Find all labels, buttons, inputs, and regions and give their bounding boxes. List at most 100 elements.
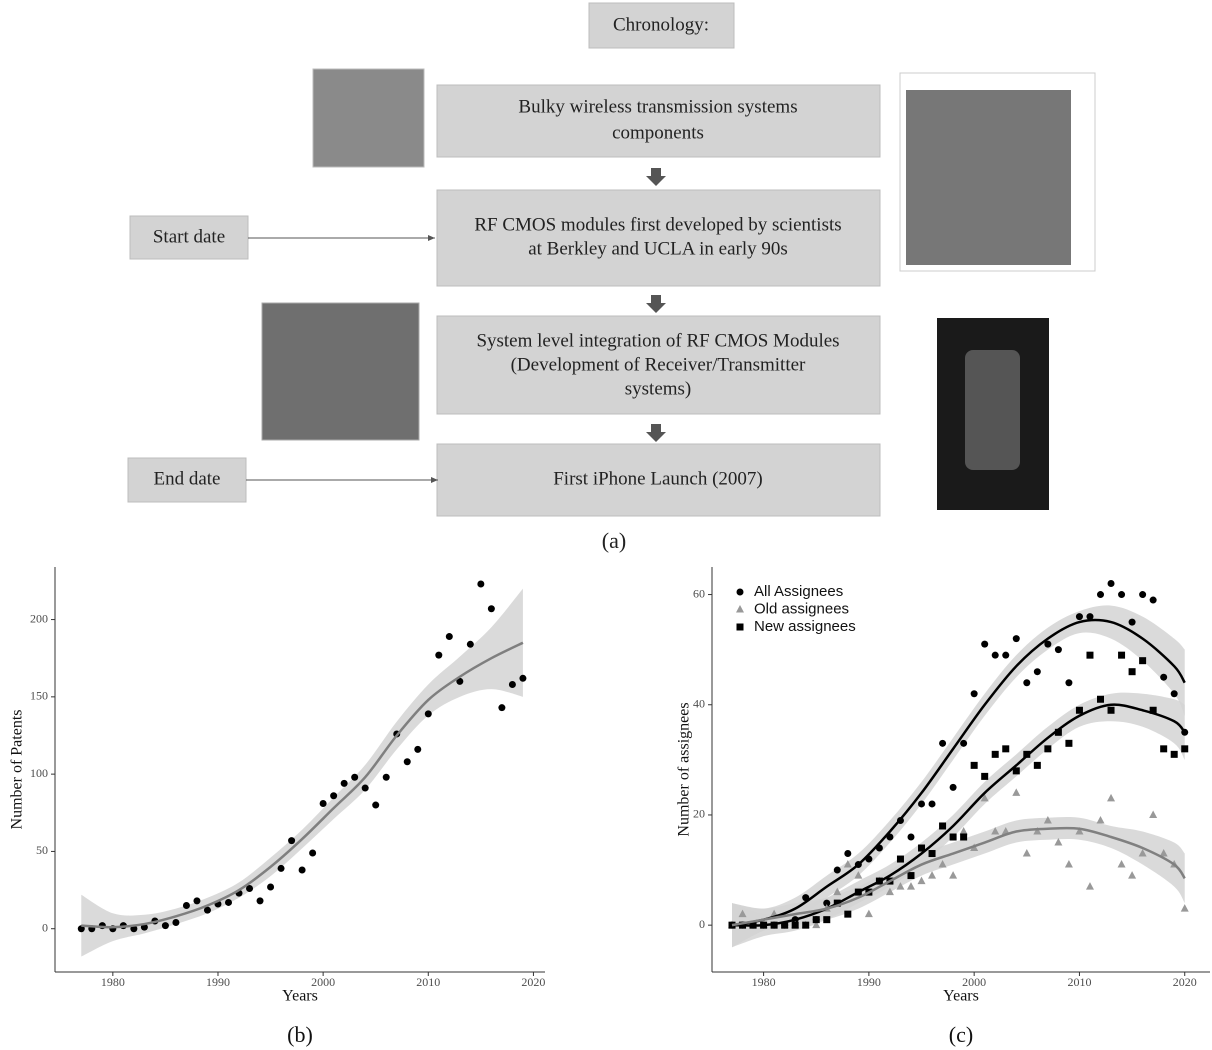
point: [813, 916, 820, 923]
point: [1044, 745, 1051, 752]
point: [844, 911, 851, 918]
figure: Chronology: Bulky wireless transmission …: [0, 0, 1212, 1050]
point: [1149, 810, 1157, 818]
start-label: Start date: [153, 226, 225, 247]
point: [1171, 751, 1178, 758]
x-tick-label: 2010: [1067, 975, 1091, 989]
down-arrow: [646, 168, 666, 186]
point: [1181, 745, 1188, 752]
point: [488, 605, 495, 612]
point: [1076, 613, 1083, 620]
point: [330, 792, 337, 799]
point: [1160, 745, 1167, 752]
point: [834, 867, 841, 874]
point: [288, 837, 295, 844]
point: [929, 850, 936, 857]
charts: 05010015020019801990200020102020YearsNum…: [9, 567, 1210, 1047]
point: [823, 916, 830, 923]
point: [971, 690, 978, 697]
caption: (a): [602, 528, 626, 553]
chip-image: [313, 69, 424, 167]
point: [929, 800, 936, 807]
point: [320, 800, 327, 807]
point: [1097, 591, 1104, 598]
point: [1118, 591, 1125, 598]
y-tick-label: 40: [693, 697, 705, 711]
y-tick-label: 0: [42, 920, 48, 934]
point: [372, 802, 379, 809]
point: [792, 922, 799, 929]
point: [1097, 696, 1104, 703]
point: [1160, 674, 1167, 681]
point: [299, 866, 306, 873]
y-tick-label: 20: [693, 807, 705, 821]
point: [1034, 762, 1041, 769]
point: [897, 856, 904, 863]
point: [172, 919, 179, 926]
x-tick-label: 1980: [101, 975, 125, 989]
x-tick-label: 2000: [311, 975, 335, 989]
point: [498, 704, 505, 711]
point: [950, 784, 957, 791]
y-axis-label: Number of Patents: [9, 710, 26, 830]
x-tick-label: 1990: [206, 975, 230, 989]
step-text: RF CMOS modules first developed by scien…: [474, 214, 841, 235]
legend-marker: [737, 589, 744, 596]
confidence-band: [732, 605, 1185, 947]
point: [257, 897, 264, 904]
x-tick-label: 2000: [962, 975, 986, 989]
point: [939, 740, 946, 747]
point: [435, 652, 442, 659]
point: [939, 822, 946, 829]
step-text: components: [612, 122, 704, 143]
point: [1129, 619, 1136, 626]
point: [1107, 794, 1115, 802]
point: [183, 902, 190, 909]
y-tick-label: 50: [36, 843, 48, 857]
x-tick-label: 2020: [1173, 975, 1197, 989]
x-tick-label: 2020: [521, 975, 545, 989]
point: [1108, 580, 1115, 587]
point: [1002, 652, 1009, 659]
legend-marker: [737, 624, 744, 631]
step-text: System level integration of RF CMOS Modu…: [476, 330, 839, 351]
point: [1034, 668, 1041, 675]
point: [467, 641, 474, 648]
point: [918, 877, 926, 885]
iphone-shape: [965, 350, 1020, 470]
die-image: [906, 90, 1071, 265]
y-tick-label: 150: [30, 689, 48, 703]
point: [1097, 816, 1105, 824]
y-tick-label: 100: [30, 766, 48, 780]
point: [802, 922, 809, 929]
step-text: systems): [625, 378, 692, 399]
point: [1118, 860, 1126, 868]
point: [1139, 591, 1146, 598]
point: [960, 740, 967, 747]
point: [865, 910, 873, 918]
chart: 020406019801990200020102020YearsNumber o…: [676, 567, 1210, 1047]
point: [992, 751, 999, 758]
diagram: Chronology: Bulky wireless transmission …: [128, 3, 1095, 553]
step-text: at Berkley and UCLA in early 90s: [528, 238, 788, 259]
y-tick-label: 60: [693, 586, 705, 600]
step-text: (Development of Receiver/Transmitter: [511, 354, 806, 375]
point: [383, 774, 390, 781]
end-label: End date: [153, 468, 220, 489]
point: [267, 883, 274, 890]
down-arrow: [646, 424, 666, 442]
point: [1171, 690, 1178, 697]
soc-image: [262, 303, 419, 440]
x-axis-label: Years: [282, 988, 318, 1005]
caption: (c): [949, 1022, 973, 1047]
point: [1139, 657, 1146, 664]
point: [1065, 860, 1073, 868]
point: [1065, 679, 1072, 686]
y-axis-label: Number of assignees: [676, 702, 693, 836]
point: [907, 872, 914, 879]
point: [1150, 597, 1157, 604]
point: [907, 834, 914, 841]
point: [193, 897, 200, 904]
chart: 05010015020019801990200020102020YearsNum…: [9, 567, 546, 1047]
point: [1023, 679, 1030, 686]
